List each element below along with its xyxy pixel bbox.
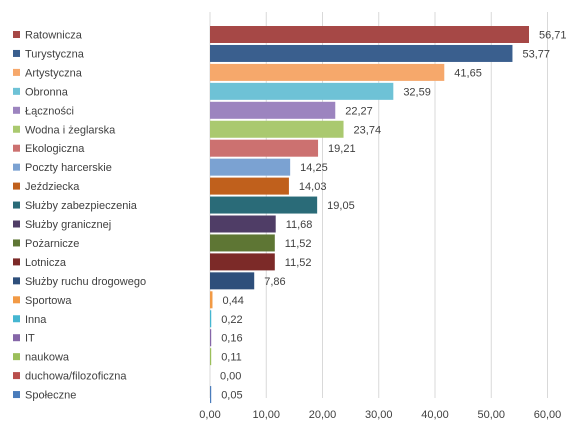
legend-swatch [13,68,20,76]
legend-label: Łączności [25,105,74,117]
legend-label: Służby zabezpieczenia [25,200,138,212]
legend-swatch [13,277,20,285]
legend-label: Obronna [25,86,69,98]
legend-label: Jeździecka [25,181,80,193]
x-tick-label: 0,00 [199,409,220,421]
legend-swatch [13,125,20,133]
data-label: 0,05 [221,390,242,402]
legend-swatch [13,144,20,152]
x-tick-label: 30,00 [365,409,393,421]
legend-swatch [13,315,20,323]
legend-swatch [13,201,20,209]
data-label: 0,44 [222,295,243,307]
bar [210,82,394,100]
data-label: 7,86 [264,276,285,288]
legend-label: Pożarnicze [25,238,79,250]
data-label: 22,27 [345,105,373,117]
legend-label: Sportowa [25,295,72,307]
bar [210,196,318,214]
data-label: 32,59 [403,86,431,98]
legend-label: Wodna i żeglarska [25,124,116,136]
data-label: 11,52 [285,238,312,250]
legend-label: Turystyczna [25,48,85,60]
data-label: 19,05 [327,200,355,212]
data-label: 19,21 [328,143,356,155]
legend-swatch [13,87,20,95]
legend-swatch [13,391,20,399]
x-axis-ticks: 0,00 10,00 20,00 30,00 40,00 50,00 60,00 [199,409,561,421]
data-label: 11,52 [285,257,312,269]
legend-swatch [13,334,20,342]
legend-label: Służby granicznej [25,219,111,231]
bar [210,44,513,62]
bar [210,139,319,157]
bar [210,26,529,43]
data-label: 0,00 [220,371,241,383]
legend-swatch [13,31,20,38]
data-label: 0,22 [221,314,242,326]
bar [210,101,336,119]
data-label: 11,68 [286,219,313,231]
data-label: 14,25 [300,162,328,174]
bar [210,177,289,195]
legend-label: Artystyczna [25,67,83,79]
bar [210,310,212,328]
legend-label: Ratownicza [25,30,83,42]
data-label: 23,74 [354,124,382,136]
value-labels: 56,71 53,77 41,65 32,59 22,27 23,74 19,2114,25… [220,30,567,402]
legend-label: Inna [25,314,47,326]
bar [210,348,212,366]
bar [210,158,291,176]
legend-swatch [13,258,20,266]
legend: Ratownicza Turystyczna Artystyczna Obronna Ł… [13,30,146,402]
legend-swatch [13,296,20,304]
x-tick-label: 10,00 [252,409,280,421]
bar [210,63,445,81]
bar [210,120,344,138]
legend-label: Lotnicza [25,257,67,269]
x-tick-label: 50,00 [477,409,505,421]
legend-swatch [13,372,20,380]
legend-swatch [13,49,20,57]
x-tick-label: 60,00 [534,409,562,421]
legend-label: naukowa [25,352,70,364]
bar [210,215,276,233]
data-label: 41,65 [454,67,482,79]
x-tick-label: 20,00 [309,409,337,421]
legend-swatch [13,239,20,247]
legend-swatch [13,163,20,171]
legend-label: Społeczne [25,390,76,402]
legend-label: Służby ruchu drogowego [25,276,146,288]
bar [210,253,275,271]
data-label: 56,71 [539,30,567,42]
bar [210,386,212,404]
legend-swatch [13,182,20,190]
data-label: 14,03 [299,181,327,193]
data-label: 0,16 [221,333,242,345]
data-label: 53,77 [522,48,550,60]
bar [210,291,213,309]
data-label: 0,11 [221,352,242,364]
legend-label: IT [25,333,35,345]
legend-swatch [13,220,20,228]
bar [210,272,255,290]
legend-label: Ekologiczna [25,143,85,155]
legend-swatch [13,106,20,114]
bar [210,234,275,252]
x-tick-label: 40,00 [421,409,449,421]
bar [210,329,212,347]
legend-label: Poczty harcerskie [25,162,112,174]
legend-label: duchowa/filozoficzna [25,371,127,383]
legend-swatch [13,353,20,361]
bars [210,26,529,404]
